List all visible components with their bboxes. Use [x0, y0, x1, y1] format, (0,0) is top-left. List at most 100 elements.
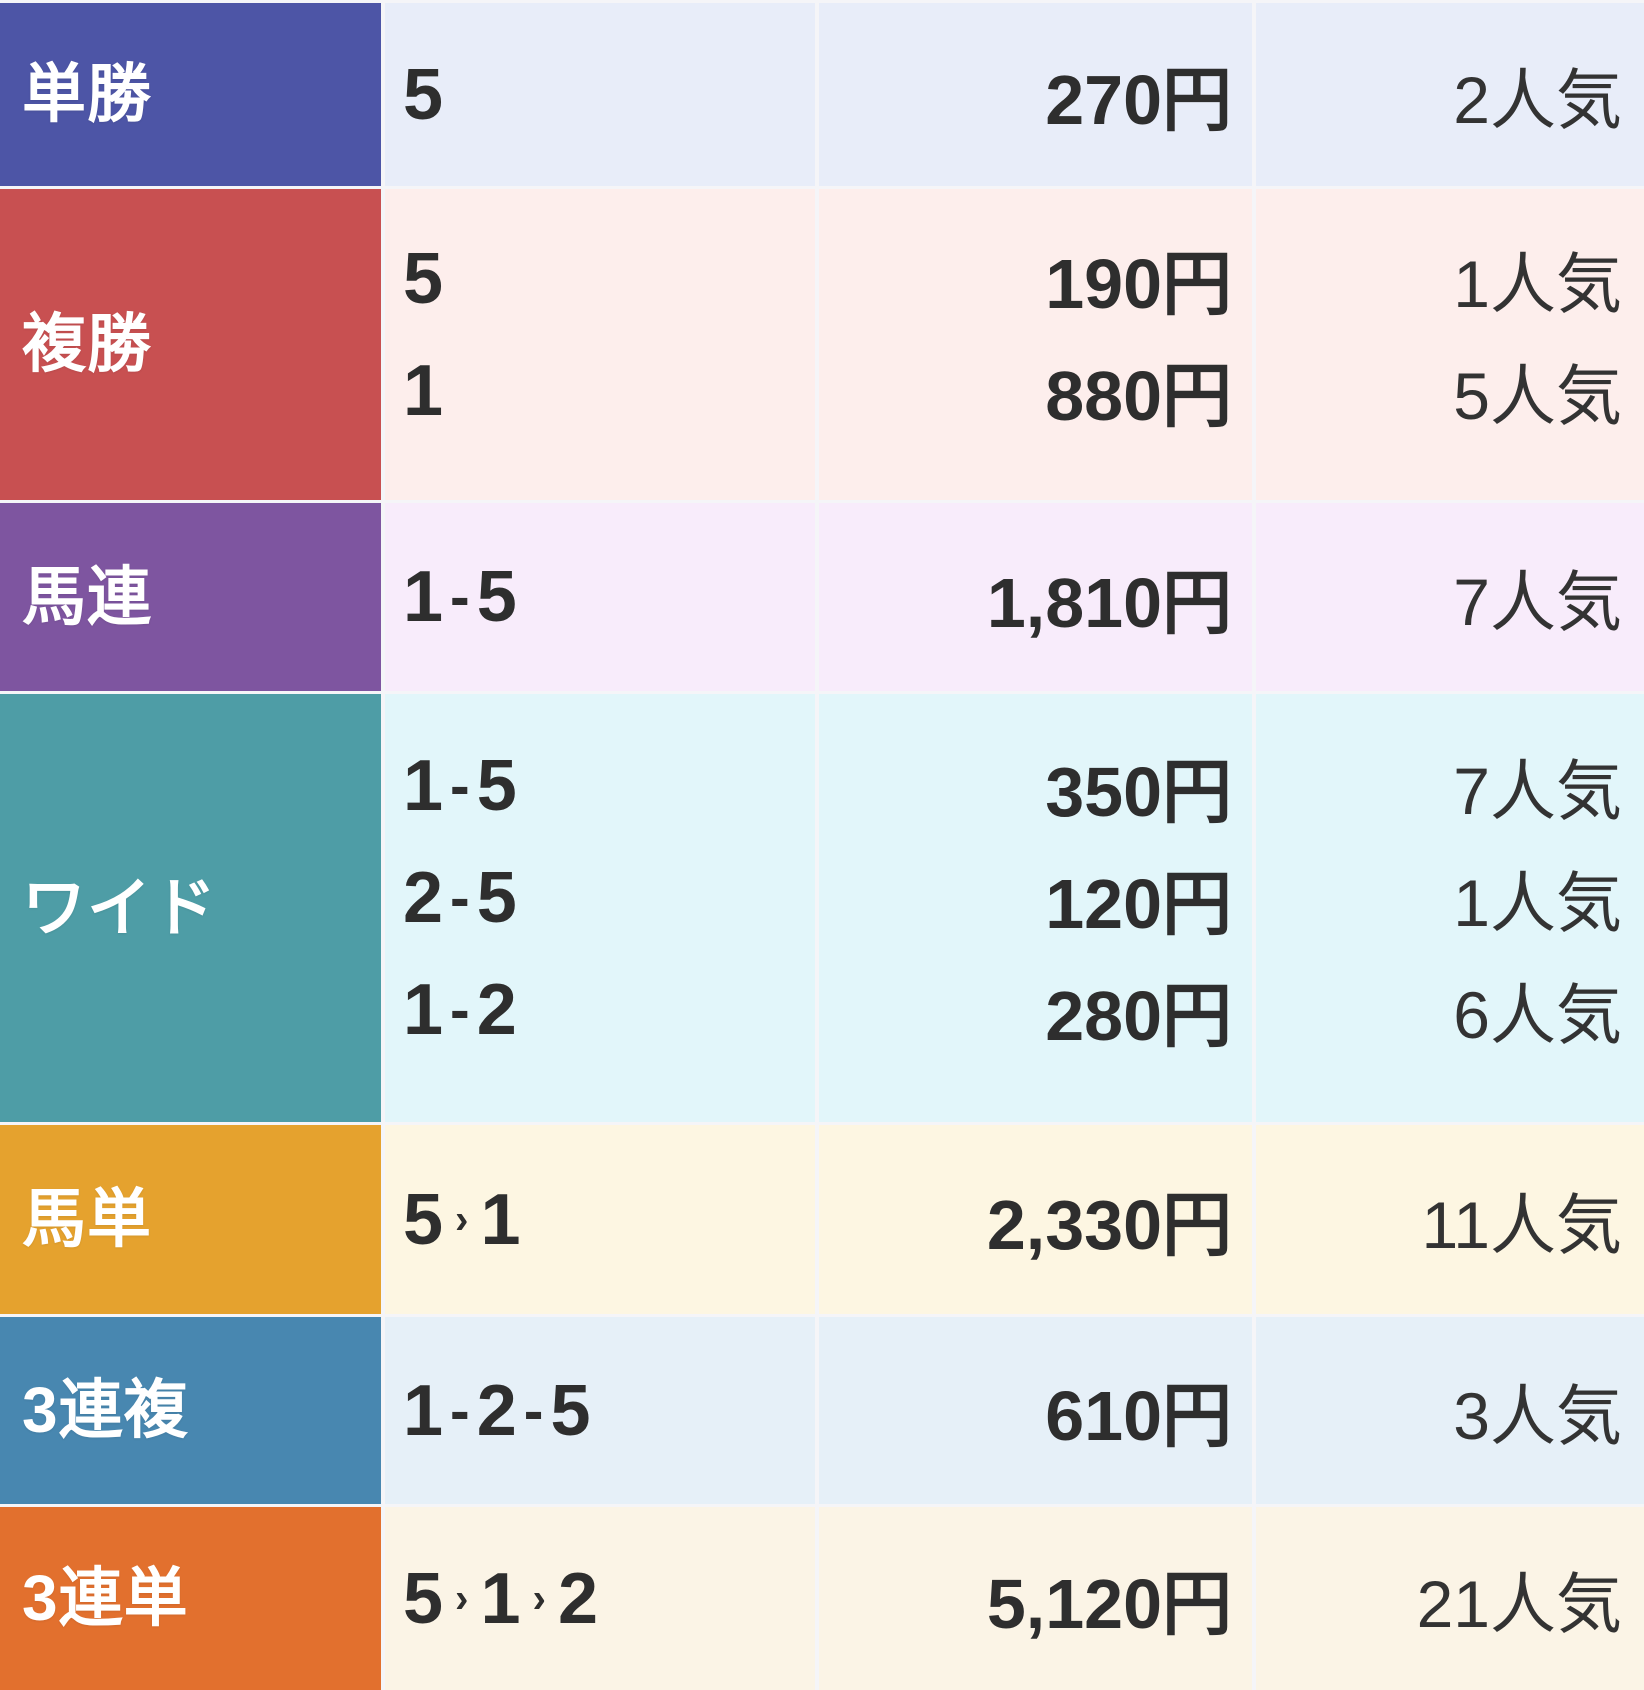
dash-separator: -	[450, 865, 472, 931]
horse-number: 5	[476, 557, 519, 637]
popularity-value: 7人気	[1453, 565, 1622, 639]
bet-type-cell-wide: ワイド	[0, 694, 381, 1122]
dash-separator: -	[450, 564, 472, 630]
combination-cell: 1-5	[385, 503, 815, 691]
payout-cell: 2,330円	[819, 1125, 1252, 1314]
horse-number: 1	[403, 746, 446, 826]
payout-row-trifecta: 3連単 5 › 1 › 2 5,120円 21人気	[0, 1507, 1644, 1690]
payout-row-quinella: 馬連 1-5 1,810円 7人気	[0, 503, 1644, 691]
combination-value: 5	[385, 223, 815, 335]
combination-value: 1	[385, 335, 815, 447]
payout-value: 280円	[1045, 976, 1232, 1055]
bet-type-cell-quinella: 馬連	[0, 503, 381, 691]
arrow-separator: ›	[455, 1575, 471, 1621]
combination-cell: 5 1	[385, 189, 815, 500]
combination-value: 2-5	[385, 842, 815, 954]
popularity-value: 6人気	[1453, 978, 1622, 1052]
horse-number: 1	[403, 350, 446, 431]
popularity-value: 1人気	[1453, 246, 1622, 321]
bet-type-label: 単勝	[22, 58, 152, 131]
popularity-value: 11人気	[1421, 1187, 1622, 1262]
payout-value: 190円	[1045, 245, 1232, 323]
horse-number: 1	[480, 1558, 523, 1639]
bet-type-label: 複勝	[22, 308, 152, 381]
payout-value: 2,330円	[986, 1186, 1232, 1264]
bet-type-label: 馬連	[22, 560, 152, 633]
arrow-separator: ›	[455, 1196, 471, 1242]
horse-number: 2	[476, 970, 519, 1050]
dash-separator: -	[450, 753, 472, 819]
horse-number: 2	[476, 1370, 519, 1451]
popularity-cell: 3人気	[1256, 1317, 1644, 1504]
payout-cell: 1,810円	[819, 503, 1252, 691]
combination-value: 1-2-5	[385, 1355, 815, 1467]
dash-separator: -	[523, 1377, 546, 1444]
combination-value: 5 › 1	[385, 1164, 815, 1276]
horse-number: 5	[403, 1179, 446, 1260]
horse-number: 2	[403, 858, 446, 938]
popularity-value: 7人気	[1453, 754, 1622, 828]
combination-cell: 5 › 1 › 2	[385, 1507, 815, 1690]
popularity-cell: 7人気 1人気 6人気	[1256, 694, 1644, 1122]
horse-number: 2	[557, 1558, 601, 1639]
payout-cell: 270円	[819, 3, 1252, 186]
payout-value: 880円	[1045, 357, 1232, 435]
combination-cell: 5 › 1	[385, 1125, 815, 1314]
popularity-cell: 1人気 5人気	[1256, 189, 1644, 500]
popularity-value: 21人気	[1416, 1566, 1622, 1641]
horse-number: 5	[550, 1370, 593, 1451]
payout-cell: 610円	[819, 1317, 1252, 1504]
popularity-cell: 11人気	[1256, 1125, 1644, 1314]
bet-type-label: 馬単	[22, 1183, 152, 1256]
arrow-separator: ›	[532, 1575, 548, 1621]
popularity-cell: 21人気	[1256, 1507, 1644, 1690]
payout-row-place: 複勝 5 1 190円 880円 1人気 5人気	[0, 189, 1644, 500]
payout-cell: 5,120円	[819, 1507, 1252, 1690]
bet-type-label: ワイド	[22, 871, 217, 944]
combination-value: 5 › 1 › 2	[385, 1543, 815, 1655]
payout-value: 5,120円	[986, 1565, 1232, 1643]
payout-row-win: 単勝 5 270円 2人気	[0, 3, 1644, 186]
bet-type-cell-exacta: 馬単	[0, 1125, 381, 1314]
bet-type-cell-place: 複勝	[0, 189, 381, 500]
payout-value: 270円	[1045, 61, 1232, 139]
horse-number: 5	[476, 858, 519, 938]
horse-number: 1	[403, 557, 446, 637]
combination-cell: 5	[385, 3, 815, 186]
horse-number: 5	[403, 54, 446, 135]
horse-number: 1	[403, 970, 446, 1050]
payout-cell: 350円 120円 280円	[819, 694, 1252, 1122]
combination-cell: 1-2-5	[385, 1317, 815, 1504]
popularity-value: 2人気	[1453, 62, 1622, 137]
popularity-value: 5人気	[1453, 358, 1622, 433]
horse-number: 5	[403, 238, 446, 319]
payout-value: 350円	[1045, 752, 1232, 831]
combination-value: 1-2	[385, 954, 815, 1066]
popularity-cell: 7人気	[1256, 503, 1644, 691]
horse-number: 5	[403, 1558, 446, 1639]
dash-separator: -	[450, 977, 472, 1043]
combination-value: 1-5	[385, 730, 815, 842]
payout-row-wide: ワイド 1-5 2-5 1-2 350円 120円 280円 7人気 1人気 6…	[0, 694, 1644, 1122]
payout-cell: 190円 880円	[819, 189, 1252, 500]
combination-value: 1-5	[385, 541, 815, 653]
popularity-value: 1人気	[1453, 866, 1622, 940]
payout-row-exacta: 馬単 5 › 1 2,330円 11人気	[0, 1125, 1644, 1314]
horse-number: 5	[476, 746, 519, 826]
combination-value: 5	[385, 39, 815, 151]
horse-number: 1	[480, 1179, 523, 1260]
bet-type-label: 3連単	[22, 1562, 189, 1635]
popularity-cell: 2人気	[1256, 3, 1644, 186]
dash-separator: -	[450, 1377, 472, 1444]
payout-value: 610円	[1045, 1377, 1232, 1455]
payout-row-trio: 3連複 1-2-5 610円 3人気	[0, 1317, 1644, 1504]
combination-cell: 1-5 2-5 1-2	[385, 694, 815, 1122]
payout-value: 1,810円	[986, 563, 1232, 642]
popularity-value: 3人気	[1453, 1378, 1622, 1453]
bet-type-cell-trifecta: 3連単	[0, 1507, 381, 1690]
bet-type-cell-trio: 3連複	[0, 1317, 381, 1504]
bet-type-label: 3連複	[22, 1374, 189, 1447]
payout-value: 120円	[1045, 864, 1232, 943]
horse-number: 1	[403, 1370, 446, 1451]
